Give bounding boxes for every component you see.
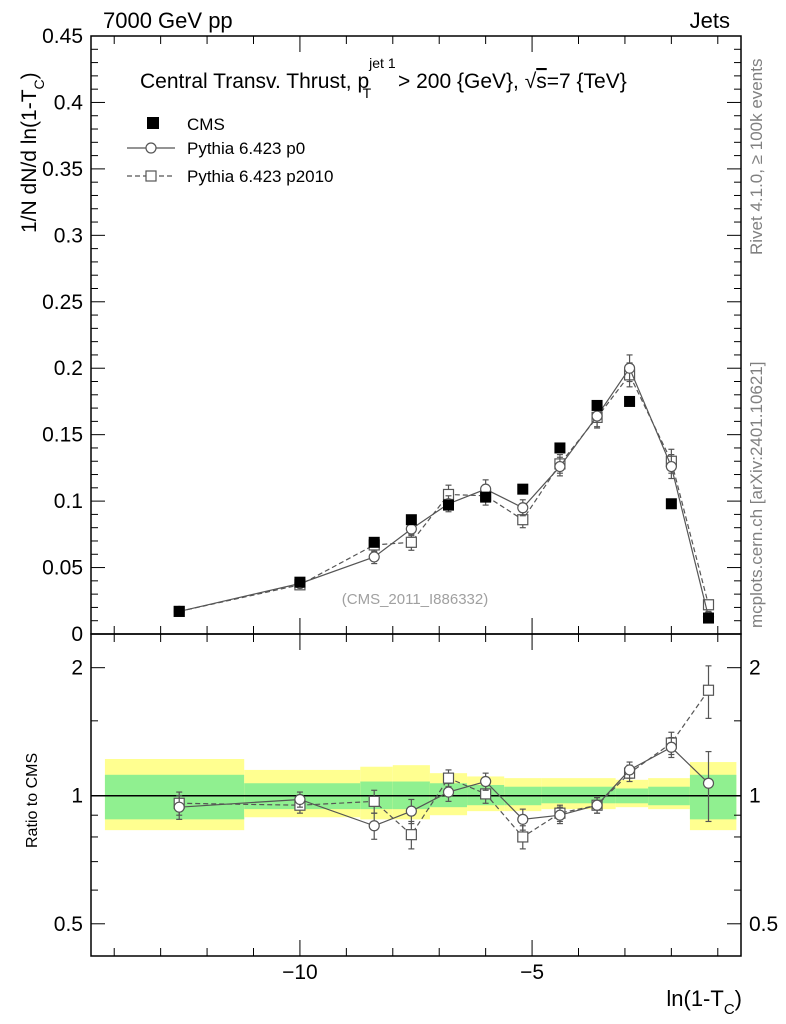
ratio-p2010-point [405,829,417,841]
uncertainty-bands [91,758,741,831]
title-mid: > 200 {GeV}, [392,70,525,93]
ratio-p0-line [179,746,709,827]
ratio-p0-point [442,786,455,798]
cms-point [665,498,677,510]
axes-ticks: 0 0.05 0.1 0.15 0.2 0.25 0.3 0.35 0.4 0.45 0.5 0.5 1… [42,25,778,984]
ratio-p2010-point [702,684,715,696]
xtick-label: −10 [282,961,318,984]
main-ylabel: 1/N dN/d ln(1-TC) [18,72,47,233]
ratio-p2010-point [517,831,529,843]
main-ytick-label: 0.1 [54,490,83,513]
header-right: Jets [690,8,730,33]
cms-point [624,395,636,407]
rivet-label: Rivet 4.1.0, ≥ 100k events [747,59,766,255]
data-series [173,354,715,850]
main-ytick-label: 0.45 [42,25,83,48]
cms-point [703,612,714,624]
main-ytick-label: 0.25 [42,291,83,314]
cms-point [173,605,185,617]
p0-point [368,551,380,563]
legend-marker-p2010 [145,170,157,182]
ratio-ytick-label-left: 1 [71,785,83,808]
cms-point [368,536,380,548]
cms-point [554,442,566,454]
legend-marker-cms [147,117,159,129]
xlabel-pre: ln(1-T [666,986,723,1011]
legend-label-p2010: Pythia 6.423 p2010 [187,167,334,186]
p0-point [623,362,636,374]
ratio-p0-point [368,820,380,832]
ratio-p2010-line [179,689,709,838]
title-pre: Central Transv. Thrust, p [140,70,369,93]
p0-point [591,410,603,422]
main-ylabel-sub: C [31,79,47,89]
main-ytick-label: 0.15 [42,424,83,447]
p0-point [405,523,417,535]
green-band-segment [104,774,245,820]
ratio-p0-point [623,764,636,776]
ratio-p0-point [517,813,529,825]
ratio-ylabel: Ratio to CMS [24,753,41,848]
p2010-point [405,536,417,548]
ratio-p0-point [554,809,566,821]
p0-point [517,502,529,514]
p2010-line [179,373,710,612]
xlabel: ln(1-TC) [666,986,742,1018]
cms-point [517,483,529,495]
legend-label-cms: CMS [187,115,225,134]
ratio-p0-point [480,775,492,788]
xtick-label: −5 [520,961,544,984]
main-ytick-label: 0.2 [54,357,83,380]
ratio-p0-point [405,805,417,817]
ratio-p0-point [702,777,715,789]
cms-point [294,576,306,588]
main-ylabel-post: ) [18,72,41,79]
analysis-watermark: (CMS_2011_I886332) [342,591,488,608]
ratio-p0-point [665,741,677,753]
ratio-p0-point [294,793,306,806]
title-post: =7 {TeV} [547,70,627,93]
ratio-p2010-point [442,772,455,784]
main-ytick-label: 0.4 [54,91,84,114]
cms-point [591,399,603,411]
main-ytick-label: 0.3 [54,224,83,247]
p0-point [554,460,566,473]
xlabel-post: ) [735,986,742,1011]
ratio-ytick-label-right: 0.5 [749,913,778,936]
p0-point [665,460,677,473]
main-ytick-label: 0.05 [42,557,83,580]
title-sub: T [363,85,372,101]
plot-title: Central Transv. Thrust, pjet 1 T > 200 {G… [140,55,627,101]
ratio-p0-point [173,801,185,813]
title-sup: jet 1 [368,55,396,71]
ratio-ytick-label-left: 2 [71,657,83,680]
xlabel-sub: C [724,1001,735,1018]
legend-label-p0: Pythia 6.423 p0 [187,139,305,158]
title-s: s [536,70,547,93]
cms-point [405,514,417,526]
header-left: 7000 GeV pp [103,8,233,33]
ratio-frame [90,633,742,957]
legend-marker-p0 [145,142,157,154]
p2010-point [702,599,715,611]
ratio-ytick-label-left: 0.5 [54,913,83,936]
ratio-p2010-point [368,795,380,807]
main-ytick-label: 0 [71,623,83,646]
ratio-p0-point [591,799,603,811]
ratio-ytick-label-right: 1 [749,785,761,808]
cms-point [443,499,454,511]
legend: CMS Pythia 6.423 p0 Pythia 6.423 p2010 [127,115,334,186]
main-ylabel-pre: 1/N dN/d ln(1-T [18,89,41,233]
cms-point [480,491,492,503]
p0-line [179,366,710,617]
ratio-ytick-label-right: 2 [749,657,761,680]
mcplots-label: mcplots.cern.ch [arXiv:2401.10621] [747,362,766,628]
title-root: √ [525,70,537,93]
main-ytick-label: 0.35 [42,158,83,181]
